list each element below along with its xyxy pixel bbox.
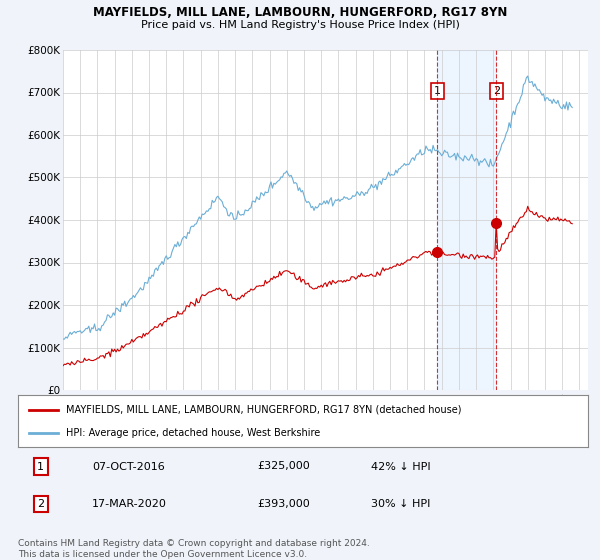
Text: 1: 1 — [37, 461, 44, 472]
Text: 42% ↓ HPI: 42% ↓ HPI — [371, 461, 431, 472]
Text: MAYFIELDS, MILL LANE, LAMBOURN, HUNGERFORD, RG17 8YN (detached house): MAYFIELDS, MILL LANE, LAMBOURN, HUNGERFO… — [67, 404, 462, 414]
Text: 17-MAR-2020: 17-MAR-2020 — [92, 499, 167, 509]
Text: 07-OCT-2016: 07-OCT-2016 — [92, 461, 165, 472]
Bar — [437, 50, 496, 390]
Text: MAYFIELDS, MILL LANE, LAMBOURN, HUNGERFORD, RG17 8YN: MAYFIELDS, MILL LANE, LAMBOURN, HUNGERFO… — [93, 6, 507, 18]
Text: 1: 1 — [434, 86, 441, 96]
Text: Contains HM Land Registry data © Crown copyright and database right 2024.
This d: Contains HM Land Registry data © Crown c… — [18, 539, 370, 559]
Text: £393,000: £393,000 — [257, 499, 310, 509]
Text: Price paid vs. HM Land Registry's House Price Index (HPI): Price paid vs. HM Land Registry's House … — [140, 20, 460, 30]
Text: HPI: Average price, detached house, West Berkshire: HPI: Average price, detached house, West… — [67, 428, 320, 438]
Text: £325,000: £325,000 — [257, 461, 310, 472]
Text: 30% ↓ HPI: 30% ↓ HPI — [371, 499, 431, 509]
Text: 2: 2 — [493, 86, 500, 96]
Text: 2: 2 — [37, 499, 44, 509]
